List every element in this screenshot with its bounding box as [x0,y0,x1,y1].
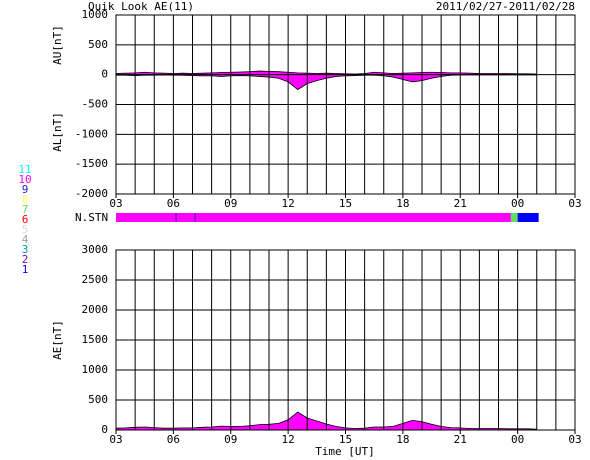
y-tick-label: -2000 [75,187,108,200]
x-tick-label: 12 [282,197,295,210]
station-segment [517,213,539,222]
legend-label: 1 [22,263,29,276]
y-tick-label: 500 [88,38,108,51]
area [116,71,537,75]
x-tick-label: 15 [339,433,352,446]
legend-label: 11 [18,163,31,176]
plot-frame [115,14,576,195]
station-segment [116,213,511,222]
date-range: 2011/02/27-2011/02/28 [436,0,575,13]
legend-label: 2 [22,253,29,266]
x-tick-label: 03 [109,197,122,210]
y-tick-label: -1000 [75,127,108,140]
x-tick-label: 18 [396,197,409,210]
y-axis-label: AL[nT] [51,112,64,152]
y-tick-label: -500 [82,98,109,111]
legend-label: 9 [22,183,29,196]
x-tick-label: 09 [224,433,237,446]
station-label: N.STN [75,211,108,224]
legend-label: 10 [18,173,31,186]
x-tick-label: 06 [167,433,180,446]
y-tick-label: 0 [101,423,108,436]
y-axis-label: AU[nT] [51,25,64,65]
legend-label: 4 [22,233,29,246]
x-tick-label: 15 [339,197,352,210]
x-tick-label: 12 [282,433,295,446]
legend-label: 5 [22,223,29,236]
y-tick-label: 0 [101,68,108,81]
y-axis-label: AE[nT] [51,320,64,360]
x-tick-label: 18 [396,433,409,446]
plot-frame [115,249,576,431]
y-tick-label: 3000 [82,243,109,256]
x-tick-label: 03 [109,433,122,446]
area [116,412,537,430]
y-tick-label: 1500 [82,333,109,346]
station-segment [194,213,196,222]
x-tick-label: 09 [224,197,237,210]
y-tick-label: 2500 [82,273,109,286]
y-tick-label: -1500 [75,157,108,170]
x-tick-label: 21 [454,197,467,210]
y-tick-label: 500 [88,393,108,406]
legend-label: 7 [22,203,29,216]
station-segment [175,213,177,222]
legend-label: 3 [22,243,29,256]
y-tick-label: 1000 [82,8,109,21]
legend-label: 6 [22,213,29,226]
x-tick-label: 00 [511,433,524,446]
chart-title: Quik Look AE(11) [88,0,194,13]
legend-label: 8 [22,193,29,206]
y-tick-label: 1000 [82,363,109,376]
x-tick-label: 03 [568,433,581,446]
x-tick-label: 00 [511,197,524,210]
x-tick-label: 03 [568,197,581,210]
x-tick-label: 06 [167,197,180,210]
x-tick-label: 21 [454,433,467,446]
y-tick-label: 2000 [82,303,109,316]
x-axis-label: Time [UT] [315,445,375,458]
station-segment [510,213,518,222]
